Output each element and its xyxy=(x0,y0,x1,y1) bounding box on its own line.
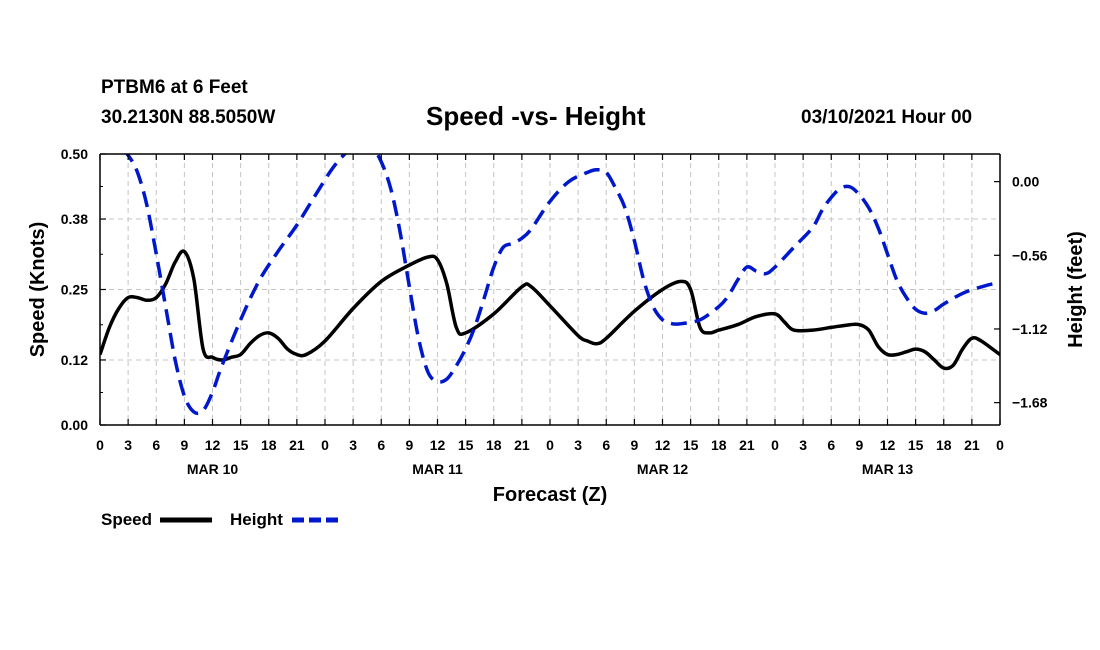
x-tick-label: 0 xyxy=(546,437,554,453)
x-tick-label: 15 xyxy=(908,437,924,453)
y-left-axis-title: Speed (Knots) xyxy=(27,222,49,358)
x-tick-label: 0 xyxy=(321,437,329,453)
y-left-tick-label: 0.38 xyxy=(61,211,88,227)
y-left-tick-label: 0.50 xyxy=(61,146,88,162)
day-label: MAR 10 xyxy=(187,461,239,477)
x-tick-label: 3 xyxy=(799,437,807,453)
x-tick-label: 3 xyxy=(574,437,582,453)
day-label: MAR 11 xyxy=(412,461,463,477)
x-tick-label: 12 xyxy=(655,437,671,453)
x-tick-label: 3 xyxy=(349,437,357,453)
height-series-line xyxy=(124,154,1000,416)
x-tick-label: 15 xyxy=(233,437,249,453)
x-tick-label: 3 xyxy=(124,437,132,453)
x-tick-label: 21 xyxy=(739,437,755,453)
x-tick-label: 12 xyxy=(205,437,221,453)
speed-series-line xyxy=(100,249,1000,371)
y-right-tick-label: 0.00 xyxy=(1012,174,1039,190)
axes-layer xyxy=(99,153,1001,426)
x-tick-label: 18 xyxy=(711,437,727,453)
series-layer xyxy=(100,154,1000,416)
y-right-tick-label: −1.68 xyxy=(1012,395,1048,411)
coordinates-label: 30.2130N 88.5050W xyxy=(101,107,276,128)
x-tick-label: 15 xyxy=(683,437,699,453)
x-tick-label: 0 xyxy=(96,437,104,453)
x-tick-label: 21 xyxy=(964,437,980,453)
day-label: MAR 12 xyxy=(637,461,689,477)
y-left-tick-label: 0.00 xyxy=(61,417,88,433)
grid-layer xyxy=(100,154,1000,425)
x-tick-label: 6 xyxy=(602,437,610,453)
x-axis-title: Forecast (Z) xyxy=(493,484,607,506)
x-tick-label: 9 xyxy=(180,437,188,453)
legend-label-height: Height xyxy=(230,510,283,529)
station-label: PTBM6 at 6 Feet xyxy=(101,77,248,98)
x-tick-label: 18 xyxy=(486,437,502,453)
x-tick-label: 12 xyxy=(880,437,896,453)
y-left-tick-label: 0.25 xyxy=(61,282,88,298)
chart-title: Speed -vs- Height xyxy=(426,101,646,131)
x-tick-label: 6 xyxy=(152,437,160,453)
y-right-tick-label: −1.12 xyxy=(1012,321,1048,337)
x-tick-label: 15 xyxy=(458,437,474,453)
x-tick-label: 0 xyxy=(771,437,779,453)
legend-layer: Speed Height xyxy=(101,510,342,529)
x-tick-label: 21 xyxy=(514,437,530,453)
x-tick-label: 6 xyxy=(827,437,835,453)
y-right-axis-title: Height (feet) xyxy=(1065,231,1087,348)
forecast-datetime: 03/10/2021 Hour 00 xyxy=(801,107,973,128)
x-tick-label: 0 xyxy=(996,437,1004,453)
day-label: MAR 13 xyxy=(862,461,914,477)
y-right-tick-label: −0.56 xyxy=(1012,247,1048,263)
x-tick-label: 12 xyxy=(430,437,446,453)
labels-layer: 0 3 6 9 12 15 18 21 0 3 6 9 12 15 18 21 0 3 6 9 12 15 18 21 0 3 6 9… xyxy=(27,146,1087,506)
x-tick-label: 9 xyxy=(855,437,863,453)
x-tick-label: 18 xyxy=(261,437,277,453)
x-tick-label: 9 xyxy=(405,437,413,453)
x-tick-label: 21 xyxy=(289,437,305,453)
x-tick-label: 9 xyxy=(630,437,638,453)
y-left-tick-label: 0.12 xyxy=(61,352,88,368)
x-tick-label: 18 xyxy=(936,437,952,453)
x-tick-label: 6 xyxy=(377,437,385,453)
legend-label-speed: Speed xyxy=(101,510,152,529)
